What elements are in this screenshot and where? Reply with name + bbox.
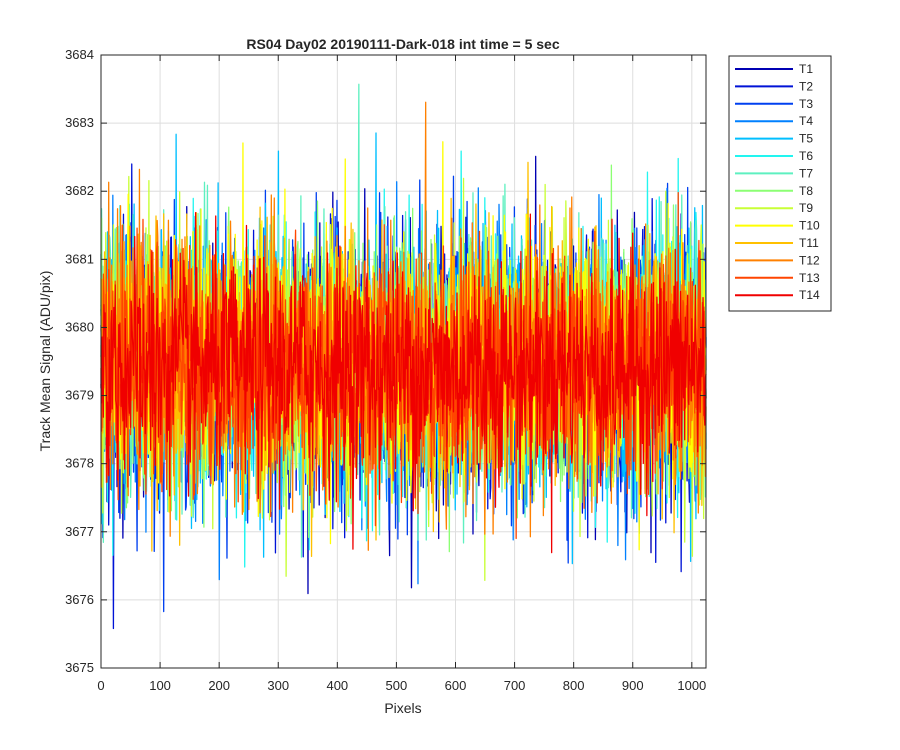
series-line-t14 — [100, 211, 707, 554]
legend-label-t6: T6 — [799, 149, 813, 163]
legend-label-t2: T2 — [799, 79, 813, 93]
y-tick-label: 3683 — [65, 115, 94, 130]
x-tick-label: 400 — [326, 678, 348, 693]
legend-label-t9: T9 — [799, 201, 813, 215]
x-tick-label: 300 — [267, 678, 289, 693]
legend-label-t4: T4 — [799, 114, 813, 128]
legend-label-t12: T12 — [799, 253, 820, 267]
legend-label-t1: T1 — [799, 62, 813, 76]
x-tick-label: 200 — [208, 678, 230, 693]
chart-title: RS04 Day02 20190111-Dark-018 int time = … — [246, 36, 559, 52]
series-layer — [100, 83, 707, 630]
legend-box — [728, 55, 832, 312]
legend-label-t5: T5 — [799, 132, 813, 146]
y-tick-label: 3684 — [65, 47, 94, 62]
x-tick-label: 500 — [386, 678, 408, 693]
y-tick-label: 3679 — [65, 388, 94, 403]
y-tick-label: 3682 — [65, 183, 94, 198]
legend-label-t10: T10 — [799, 219, 820, 233]
x-axis-label: Pixels — [384, 700, 421, 716]
y-tick-label: 3677 — [65, 524, 94, 539]
x-tick-label: 900 — [622, 678, 644, 693]
legend-label-t3: T3 — [799, 97, 813, 111]
plot-frame — [100, 54, 707, 669]
x-tick-label: 600 — [445, 678, 467, 693]
x-tick-label: 0 — [97, 678, 104, 693]
legend-label-t13: T13 — [799, 271, 820, 285]
legend-label-t14: T14 — [799, 288, 820, 302]
y-tick-label: 3676 — [65, 592, 94, 607]
y-tick-label: 3681 — [65, 251, 94, 266]
x-tick-label: 700 — [504, 678, 526, 693]
legend-label-t8: T8 — [799, 184, 813, 198]
ticks: 0 100 200 300 400 500 600 700 800 900 1000 3675 3676… — [65, 47, 706, 693]
y-tick-label: 3678 — [65, 456, 94, 471]
legend: T1 T2 T3 T4 T5 T6 T7 T8 T9 T10 T11 T12 T13 T14 — [728, 55, 832, 312]
legend-label-t11: T11 — [799, 236, 819, 250]
x-tick-label: 100 — [149, 678, 171, 693]
x-tick-label: 800 — [563, 678, 585, 693]
y-axis-label: Track Mean Signal (ADU/pix) — [37, 271, 53, 452]
y-tick-label: 3675 — [65, 660, 94, 675]
x-tick-label: 1000 — [677, 678, 706, 693]
y-tick-label: 3680 — [65, 319, 94, 334]
legend-label-t7: T7 — [799, 166, 813, 180]
